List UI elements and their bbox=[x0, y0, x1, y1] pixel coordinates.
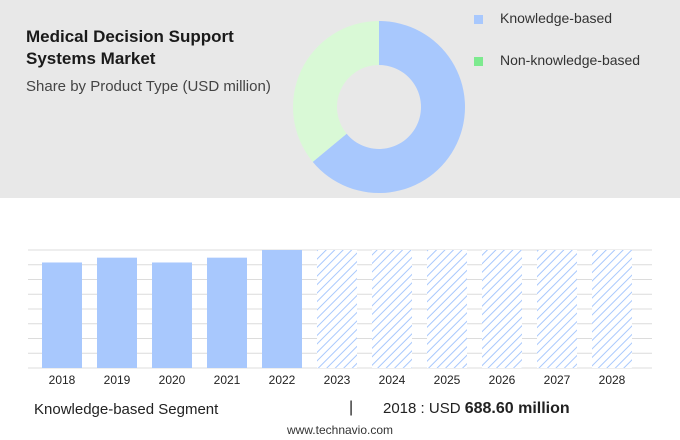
bar-2018 bbox=[42, 262, 82, 368]
chart-subtitle: Share by Product Type (USD million) bbox=[26, 78, 271, 95]
bar-2021 bbox=[207, 257, 247, 368]
donut-chart bbox=[293, 21, 465, 194]
bar-2026 bbox=[482, 250, 522, 368]
bar-2022 bbox=[262, 250, 302, 368]
x-tick-label: 2027 bbox=[544, 373, 571, 387]
legend-swatch bbox=[474, 15, 483, 24]
x-tick-label: 2028 bbox=[599, 373, 626, 387]
segment-value: 2018 : USD 688.60 million bbox=[383, 400, 570, 418]
legend-label: Non-knowledge-based bbox=[500, 52, 641, 68]
donut-slice-non-knowledge-based bbox=[293, 21, 379, 162]
chart-title: Medical Decision Support Systems Market bbox=[26, 26, 286, 70]
bar-2027 bbox=[537, 250, 577, 368]
legend-label: Knowledge-based bbox=[500, 10, 613, 26]
x-tick-label: 2019 bbox=[104, 373, 131, 387]
x-tick-label: 2025 bbox=[434, 373, 461, 387]
title-line-2: Systems Market bbox=[26, 49, 156, 68]
bar-2020 bbox=[152, 262, 192, 368]
x-tick-label: 2018 bbox=[49, 373, 76, 387]
x-tick-label: 2020 bbox=[159, 373, 186, 387]
value-year-label: 2018 : USD bbox=[383, 400, 461, 417]
value-amount: 688.60 million bbox=[464, 400, 570, 417]
bar-2024 bbox=[372, 250, 412, 368]
bar-2019 bbox=[97, 257, 137, 368]
bar-chart: 2018 2019 2020 2021 2022 2023 2024 2025 2026 2027… bbox=[28, 249, 652, 387]
x-tick-label: 2023 bbox=[324, 373, 351, 387]
donut-slice-knowledge-based bbox=[312, 21, 465, 194]
x-tick-label: 2021 bbox=[214, 373, 241, 387]
segment-label: Knowledge-based Segment bbox=[34, 401, 219, 418]
bar-2023 bbox=[317, 250, 357, 368]
website-link[interactable]: www.technavio.com bbox=[286, 423, 394, 437]
x-tick-label: 2024 bbox=[379, 373, 406, 387]
bar-2025 bbox=[427, 250, 467, 368]
x-tick-label: 2026 bbox=[489, 373, 516, 387]
legend-swatch bbox=[474, 57, 483, 66]
footer-separator: | bbox=[349, 399, 354, 416]
x-tick-label: 2022 bbox=[269, 373, 296, 387]
title-line-1: Medical Decision Support bbox=[26, 27, 234, 46]
bar-2028 bbox=[592, 250, 632, 368]
